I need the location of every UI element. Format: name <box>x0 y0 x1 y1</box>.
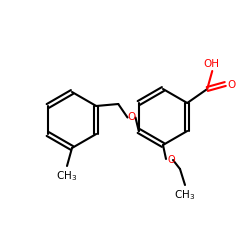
Text: O: O <box>168 155 175 165</box>
Text: O: O <box>227 80 235 90</box>
Text: CH$_3$: CH$_3$ <box>174 188 196 202</box>
Text: CH$_3$: CH$_3$ <box>56 169 78 183</box>
Text: O: O <box>128 112 136 122</box>
Text: OH: OH <box>203 59 219 69</box>
